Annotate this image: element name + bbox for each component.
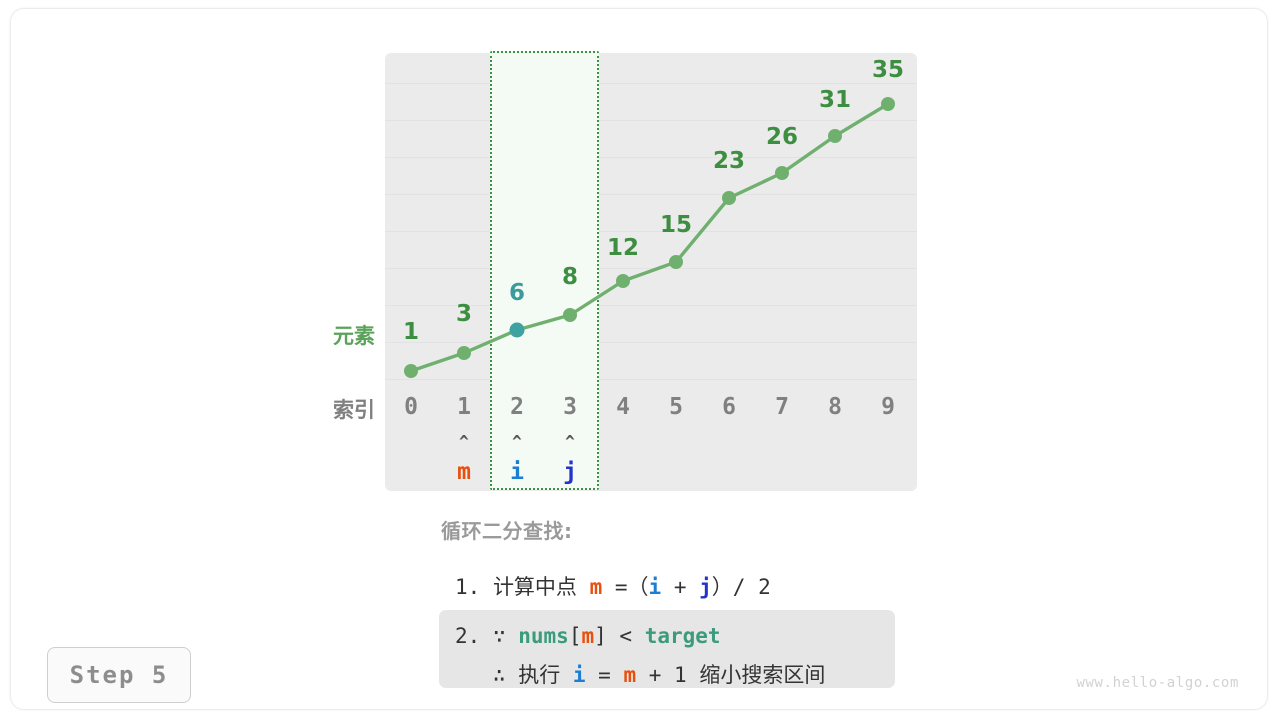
- value-label: 8: [561, 264, 578, 290]
- gridline: [385, 342, 917, 343]
- value-label-mid: 6: [508, 280, 525, 306]
- watermark: www.hello-algo.com: [1076, 675, 1239, 691]
- gridline: [385, 83, 917, 84]
- value-label: 1: [402, 319, 419, 345]
- step2-var-m: m: [581, 624, 595, 648]
- value-label: 15: [659, 212, 692, 238]
- step1-tail: ）/ 2: [711, 575, 771, 599]
- gridline: [385, 120, 917, 121]
- index-row-label: 索引: [333, 398, 375, 422]
- caret-icon-i: ^: [512, 432, 522, 451]
- step2-nums: nums: [518, 624, 569, 648]
- gridline: [385, 231, 917, 232]
- step1-eq: =（: [602, 575, 649, 599]
- pointer-label-i: i: [510, 459, 524, 485]
- explanation-step-2-line1: 2. ∵ nums[m] < target: [455, 624, 721, 648]
- diagram-card: 元素 索引 1 3 6 8 12 15 23 26 31 35 0 1 2 3 …: [10, 8, 1268, 710]
- index-label-4: 4: [616, 394, 630, 420]
- value-label: 35: [871, 57, 904, 83]
- caret-icon-m: ^: [459, 432, 469, 451]
- pointer-label-m: m: [457, 459, 471, 485]
- index-label-7: 7: [775, 394, 789, 420]
- step2-assign: =: [585, 663, 624, 687]
- explanation-step-2-line2: ∴ 执行 i = m + 1 缩小搜索区间: [455, 659, 825, 689]
- step1-var-m: m: [589, 575, 603, 599]
- index-label-3: 3: [563, 394, 577, 420]
- element-row-label: 元素: [333, 324, 375, 348]
- value-label: 3: [455, 301, 472, 327]
- value-label: 23: [712, 148, 745, 174]
- explanation-code-block: [439, 610, 895, 688]
- because-symbol: ∵: [492, 624, 519, 648]
- step2-tail: + 1 缩小搜索区间: [636, 663, 826, 687]
- index-label-6: 6: [722, 394, 736, 420]
- explanation-caption: 循环二分查找:: [441, 519, 573, 543]
- step-badge: Step 5: [47, 647, 191, 703]
- therefore-symbol: ∴ 执行: [455, 663, 573, 687]
- step2-lt: <: [619, 624, 645, 648]
- value-label: 31: [818, 87, 851, 113]
- step1-text: 计算中点: [492, 575, 590, 599]
- pointer-label-j: j: [563, 459, 577, 485]
- chart-panel: [385, 53, 917, 491]
- index-label-2: 2: [510, 394, 524, 420]
- gridline: [385, 268, 917, 269]
- step1-var-i: i: [648, 575, 662, 599]
- step2-bracket-close: ]: [594, 624, 620, 648]
- index-label-8: 8: [828, 394, 842, 420]
- index-label-5: 5: [669, 394, 683, 420]
- step1-number: 1.: [455, 575, 493, 599]
- step2-var-i: i: [572, 663, 586, 687]
- index-label-9: 9: [881, 394, 895, 420]
- index-label-1: 1: [457, 394, 471, 420]
- step2-number: 2.: [455, 624, 493, 648]
- gridline: [385, 379, 917, 380]
- step1-plus: +: [661, 575, 700, 599]
- caret-icon-j: ^: [565, 432, 575, 451]
- step1-var-j: j: [699, 575, 712, 599]
- value-label: 26: [765, 124, 798, 150]
- index-label-0: 0: [404, 394, 418, 420]
- step2-bracket-open: [: [568, 624, 582, 648]
- value-label: 12: [606, 235, 639, 261]
- gridline: [385, 194, 917, 195]
- step2-target: target: [644, 624, 721, 648]
- explanation-step-1: 1. 计算中点 m =（i + j）/ 2: [455, 571, 771, 601]
- step2-var-m2: m: [623, 663, 637, 687]
- gridline: [385, 157, 917, 158]
